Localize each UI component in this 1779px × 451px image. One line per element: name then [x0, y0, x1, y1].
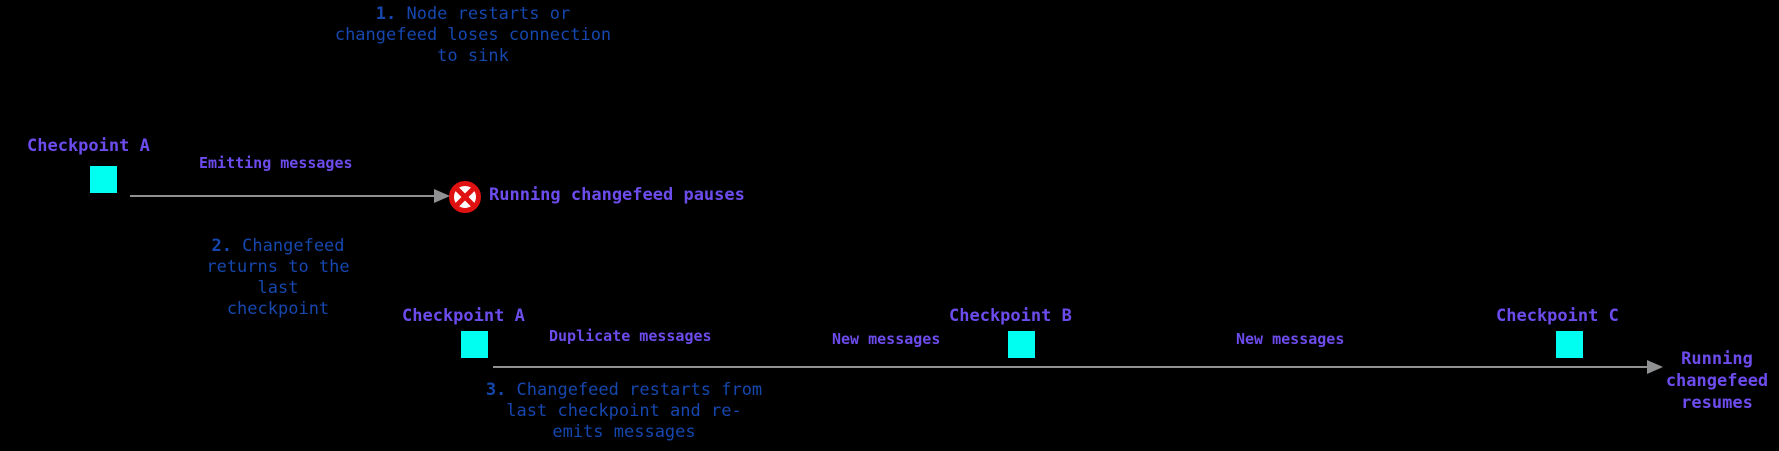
resume-label: Running changefeed resumes — [1665, 349, 1769, 413]
step2-number: 2. — [211, 236, 232, 256]
step1-text: Node restarts or changefeed loses connec… — [334, 4, 612, 66]
checkpoint-c-label: Checkpoint C — [1496, 306, 1619, 326]
step3-text: Changefeed restarts from last checkpoint… — [506, 380, 763, 442]
duplicate-messages-label: Duplicate messages — [549, 327, 712, 345]
x-circle-icon — [448, 180, 482, 214]
checkpoint-c-marker — [1556, 331, 1583, 358]
timeline-after-arrow-head — [1647, 360, 1663, 374]
step2-text: Changefeed returns to the last checkpoin… — [206, 236, 350, 319]
step1-number: 1. — [375, 4, 397, 24]
checkpoint-a-label-before: Checkpoint A — [27, 136, 150, 156]
step2-annotation: 2. Changefeed returns to the last checkp… — [153, 236, 403, 320]
checkpoint-a-label-after: Checkpoint A — [402, 306, 525, 326]
checkpoint-a-marker-after — [461, 331, 488, 358]
checkpoint-b-marker — [1008, 331, 1035, 358]
step3-annotation: 3. Changefeed restarts from last checkpo… — [464, 380, 784, 443]
checkpoint-b-label: Checkpoint B — [949, 306, 1072, 326]
checkpoint-a-marker-before — [90, 166, 117, 193]
new-messages-label-2: New messages — [1236, 330, 1345, 348]
timeline-before-arrow-head — [434, 189, 450, 203]
timeline-after-arrow-line — [493, 366, 1647, 368]
pause-label: Running changefeed pauses — [489, 185, 745, 205]
step1-annotation: 1. Node restarts or changefeed loses con… — [313, 4, 633, 67]
timeline-before-arrow-line — [130, 195, 434, 197]
new-messages-label-1: New messages — [832, 330, 941, 348]
step3-number: 3. — [485, 380, 507, 400]
emitting-messages-label: Emitting messages — [199, 154, 353, 172]
